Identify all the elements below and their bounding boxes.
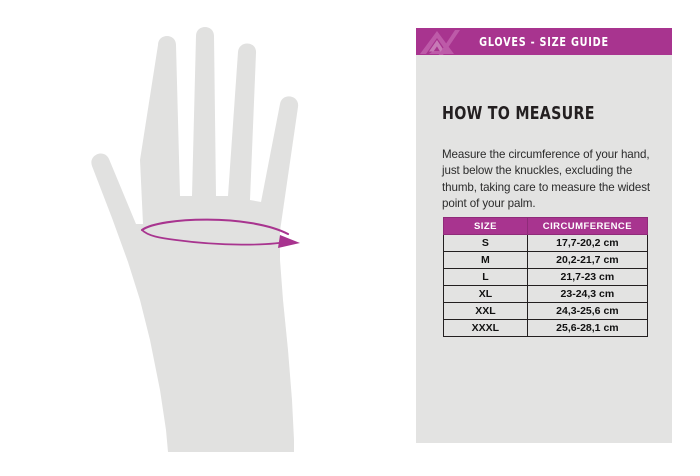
size-guide-panel: GLOVES - SIZE GUIDE HOW TO MEASURE Measu… xyxy=(416,28,672,443)
cell-circumference: 23-24,3 cm xyxy=(526,285,649,303)
table-header-size: SIZE xyxy=(443,217,528,235)
table-row: XXL 24,3-25,6 cm xyxy=(443,302,649,320)
table-row: S 17,7-20,2 cm xyxy=(443,234,649,252)
cell-size: S xyxy=(443,234,528,252)
table-row: M 20,2-21,7 cm xyxy=(443,251,649,269)
cell-circumference: 17,7-20,2 cm xyxy=(526,234,649,252)
table-row: XL 23-24,3 cm xyxy=(443,285,649,303)
hand-measurement-illustration xyxy=(91,27,300,452)
table-row: L 21,7-23 cm xyxy=(443,268,649,286)
table-row: XXXL 25,6-28,1 cm xyxy=(443,319,649,337)
brand-a-monogram-icon xyxy=(420,30,460,55)
size-table: SIZE CIRCUMFERENCE S 17,7-20,2 cm M 20,2… xyxy=(443,217,649,337)
panel-title: GLOVES - SIZE GUIDE xyxy=(479,34,609,49)
section-heading: HOW TO MEASURE xyxy=(442,103,595,124)
cell-size: XXXL xyxy=(443,319,528,337)
table-header-circumference: CIRCUMFERENCE xyxy=(526,217,649,235)
circumference-measure-arrow-icon xyxy=(140,218,300,248)
cell-size: L xyxy=(443,268,528,286)
cell-circumference: 25,6-28,1 cm xyxy=(526,319,649,337)
table-header-row: SIZE CIRCUMFERENCE xyxy=(443,217,649,235)
panel-header: GLOVES - SIZE GUIDE xyxy=(416,28,672,55)
panel-body: HOW TO MEASURE Measure the circumference… xyxy=(416,55,672,443)
cell-size: XXL xyxy=(443,302,528,320)
measure-instructions: Measure the circumference of your hand, … xyxy=(442,147,651,211)
cell-circumference: 20,2-21,7 cm xyxy=(526,251,649,269)
cell-circumference: 24,3-25,6 cm xyxy=(526,302,649,320)
cell-circumference: 21,7-23 cm xyxy=(526,268,649,286)
open-hand-silhouette-icon xyxy=(91,27,299,452)
cell-size: XL xyxy=(443,285,528,303)
cell-size: M xyxy=(443,251,528,269)
